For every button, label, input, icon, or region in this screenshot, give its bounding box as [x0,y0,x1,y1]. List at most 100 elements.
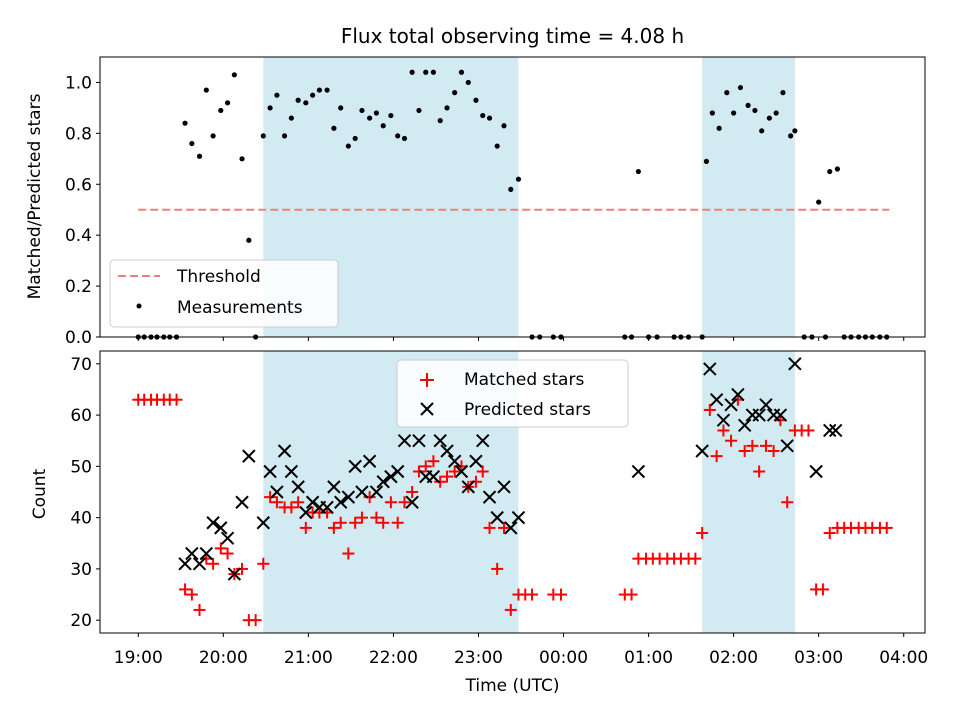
predicted-star-marker [397,434,412,448]
legend-matched-label: Matched stars [464,370,584,390]
measurement-point [731,110,737,116]
y-tick-label: 1.0 [65,73,92,93]
matched-star-marker [349,516,362,529]
predicted-star-marker [773,408,788,422]
predicted-star-marker [695,444,709,458]
measurement-point [380,123,386,129]
measurement-point [773,110,779,116]
matched-star-marker [299,521,312,534]
measurement-point [834,166,840,172]
matched-star-marker [377,516,390,529]
matched-star-marker [767,444,780,457]
top-legend-box [109,259,339,328]
predicted-star-marker [461,480,475,494]
bottom-y-axis-label: Count [30,468,50,519]
predicted-star-marker [511,510,526,525]
y-tick-label: 0.6 [65,175,92,195]
matched-star-marker [696,527,709,540]
measurement-point [295,97,301,103]
legend-measurements-label: Measurements [177,298,303,318]
matched-star-marker [398,496,411,509]
matched-star-marker [469,475,482,488]
measurement-point [703,158,710,164]
matched-star-marker [355,511,368,524]
predicted-star-marker [788,357,802,371]
measurement-point [218,107,224,114]
matched-star-marker [802,424,815,437]
y-tick-label: 0.0 [65,328,92,348]
measurement-point [416,107,422,114]
measurement-point [759,128,765,134]
matched-star-marker [434,475,447,488]
measurement-point [444,105,450,111]
predicted-star-marker [235,495,249,509]
top-axes-frame [99,56,926,338]
x-tick-label: 22:00 [369,648,418,668]
predicted-star-marker [284,464,299,479]
measurement-point [388,112,394,119]
measurement-point [709,110,715,116]
measurement-point [345,143,351,149]
measurement-point [288,115,294,121]
measurement-point [430,69,437,75]
matched-star-marker [327,521,340,534]
x-tick-label: 01:00 [624,648,673,668]
predicted-star-marker [709,393,724,407]
matched-star-marker [193,603,206,616]
matched-star-marker [412,465,425,478]
measurement-point [635,168,641,175]
legend-threshold-label: Threshold [176,267,261,287]
x-tick-label: 21:00 [284,648,333,668]
matched-star-marker [170,393,183,406]
measurement-point [395,133,401,139]
matched-star-marker [689,552,702,565]
top-panel: 0.0 0.2 0.4 0.6 0.8 1.0 Flux total observing … [25,24,926,348]
predicted-star-marker [185,546,199,561]
predicted-star-marker [178,557,192,571]
matched-star-marker [753,465,766,478]
predicted-star-marker [412,434,426,448]
measurement-point [752,107,758,114]
matched-star-marker [781,496,794,509]
legend-predicted-swatch [420,402,434,416]
measurement-point [310,92,316,98]
measurement-point [303,100,309,106]
predicted-star-marker [362,454,377,468]
y-tick-label: 20 [70,611,92,631]
predicted-star-marker [199,546,214,561]
measurement-point [827,168,833,175]
y-tick-label: 50 [70,457,92,477]
predicted-star-marker [390,464,405,479]
measurement-point [515,176,522,182]
predicted-star-marker [703,362,717,376]
measurement-point [352,135,358,142]
matched-star-marker [179,583,192,596]
matched-star-marker [264,491,277,504]
predicted-star-marker [327,480,341,494]
measurement-point [724,90,730,96]
y-tick-label: 70 [70,355,92,375]
matched-star-marker [406,486,419,498]
measurement-point [189,140,195,147]
bottom-shaded-regions [263,351,795,633]
predicted-star-marker [731,387,745,402]
predicted-star-marker [341,490,356,504]
bottom-legend-box [396,359,629,428]
legend-measurements-swatch [136,303,142,309]
measurement-point [182,120,188,126]
predicted-star-marker [192,557,207,571]
x-tick-label: 02:00 [709,648,758,668]
predicted-star-marker [476,434,490,448]
bottom-panel: 20 30 40 50 60 70 19:00 20:00 21:00 22:00 23:00 00… [30,350,928,696]
predicted-star-marker [384,469,398,484]
matched-star-marker [710,450,723,463]
matched-star-marker [185,588,198,601]
matched-star-marker [391,516,404,529]
matched-star-marker [880,521,893,534]
predicted-star-marker [333,495,348,509]
x-tick-label: 20:00 [199,648,248,668]
predicted-star-marker [206,516,220,530]
chart-title: Flux total observing time = 4.08 h [341,24,684,48]
x-tick-label: 23:00 [454,648,503,668]
